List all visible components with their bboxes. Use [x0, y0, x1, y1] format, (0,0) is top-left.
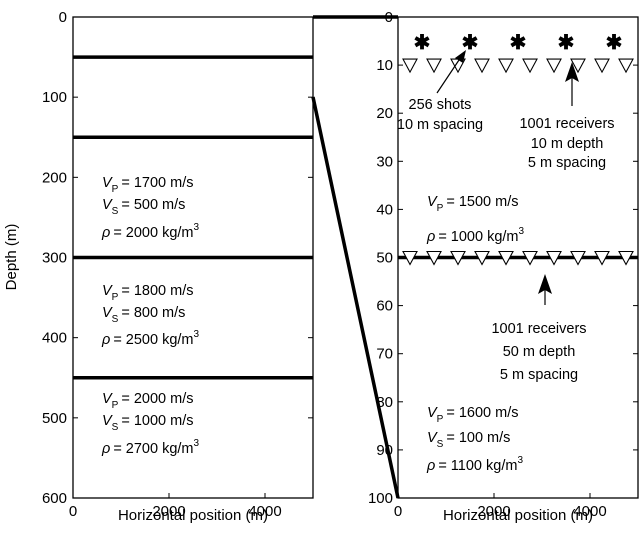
left-y-tick-label: 100	[42, 89, 67, 106]
shots-arrow-head	[455, 50, 466, 63]
deep-receivers-arrow-head	[538, 274, 552, 294]
left-y-ticks: 0 100 200 300 400 500 600	[42, 9, 313, 507]
right-y-tick-label: 40	[376, 201, 393, 218]
right-x-tick-label: 2000	[477, 503, 510, 520]
left-y-tick-label: 200	[42, 169, 67, 186]
right-y-tick-label: 20	[376, 105, 393, 122]
right-y-tick-label: 0	[385, 9, 393, 26]
right-x-tick-label: 4000	[573, 503, 606, 520]
deep-receivers-depth-text: 50 m depth	[503, 344, 576, 360]
right-panel: 0 10 20 30 40 50 60 70 80 90 100 0 2000 4000 ✱ ✱ ✱ ✱ ✱ H…	[368, 9, 639, 524]
shallow-receivers-spacing-text: 5 m spacing	[528, 155, 606, 171]
deep-receiver-marker	[498, 250, 514, 266]
left-y-axis-label: Depth (m)	[3, 224, 20, 291]
shot-marker: ✱	[510, 32, 527, 54]
shot-marker: ✱	[606, 32, 623, 54]
deep-receiver-marker	[618, 250, 634, 266]
shallow-receiver-marker	[426, 58, 442, 74]
right-x-axis-label: Horizontal position (m)	[443, 507, 593, 524]
left-y-tick-label: 300	[42, 250, 67, 267]
right-y-tick-label: 60	[376, 298, 393, 315]
deep-receiver-marker	[402, 250, 418, 266]
layer-2-vs: VS = 800 m/s	[102, 305, 185, 325]
seabed-vp: VP = 1600 m/s	[427, 405, 518, 425]
right-y-tick-label: 30	[376, 153, 393, 170]
shots-arrow-line	[436, 56, 462, 94]
layer-2-vp: VP = 1800 m/s	[102, 283, 193, 303]
right-y-ticks: 0 10 20 30 40 50 60 70 80 90 100	[368, 9, 638, 507]
left-x-axis-label: Horizontal position (m)	[118, 507, 268, 524]
shots-count-text: 256 shots	[409, 97, 472, 113]
shallow-receivers-annotation: 1001 receivers 10 m depth 5 m spacing	[519, 62, 615, 171]
right-y-tick-label: 50	[376, 250, 393, 267]
left-panel: 0 100 200 300 400 500 600 0 2000 4000 Horizontal…	[3, 9, 314, 524]
shot-marker: ✱	[462, 32, 479, 54]
shot-markers: ✱ ✱ ✱ ✱ ✱	[414, 32, 623, 54]
shallow-receiver-marker	[402, 58, 418, 74]
shallow-receiver-marker	[522, 58, 538, 74]
shallow-receiver-marker	[498, 58, 514, 74]
shots-annotation: 256 shots 10 m spacing	[397, 50, 483, 133]
right-y-tick-label: 70	[376, 346, 393, 363]
seabed-vs: VS = 100 m/s	[427, 430, 510, 450]
deep-receivers-spacing-text: 5 m spacing	[500, 367, 578, 383]
shot-marker: ✱	[414, 32, 431, 54]
deep-receiver-marker	[546, 250, 562, 266]
left-interfaces	[73, 55, 313, 380]
deep-receiver-marker	[522, 250, 538, 266]
water-vp: VP = 1500 m/s	[427, 194, 518, 214]
right-x-ticks: 0 2000 4000	[394, 493, 607, 520]
layer-1-vs: VS = 500 m/s	[102, 197, 185, 217]
layer-3-rho: ρ = 2700 kg/m3	[101, 438, 200, 457]
left-y-tick-label: 400	[42, 330, 67, 347]
receiver-markers	[402, 58, 634, 266]
deep-receiver-marker	[450, 250, 466, 266]
layer-1-rho: ρ = 2000 kg/m3	[101, 222, 200, 241]
shots-spacing-text: 10 m spacing	[397, 117, 483, 133]
right-y-tick-label: 80	[376, 394, 393, 411]
seabed-layer-properties: VP = 1600 m/s VS = 100 m/s ρ = 1100 kg/m3	[426, 405, 523, 474]
deep-receivers-annotation: 1001 receivers 50 m depth 5 m spacing	[491, 274, 587, 383]
shallow-receiver-marker	[594, 58, 610, 74]
shallow-receivers-arrow-head	[565, 62, 579, 82]
water-rho: ρ = 1000 kg/m3	[426, 226, 525, 245]
deep-receiver-marker	[570, 250, 586, 266]
layer-1-vp: VP = 1700 m/s	[102, 175, 193, 195]
shallow-receiver-marker	[570, 58, 586, 74]
right-y-tick-label: 90	[376, 442, 393, 459]
deep-receiver-marker	[474, 250, 490, 266]
left-x-tick-label: 0	[69, 503, 77, 520]
left-y-tick-label: 500	[42, 410, 67, 427]
zoom-connectors	[311, 15, 400, 499]
layer-3-properties: VP = 2000 m/s VS = 1000 m/s ρ = 2700 kg/m3	[101, 391, 200, 457]
left-y-tick-label: 0	[59, 9, 67, 26]
shallow-receivers-count-text: 1001 receivers	[519, 116, 614, 132]
shallow-receiver-marker	[618, 58, 634, 74]
layer-3-vs: VS = 1000 m/s	[102, 413, 193, 433]
deep-receiver-marker	[426, 250, 442, 266]
layer-3-vp: VP = 2000 m/s	[102, 391, 193, 411]
right-y-tick-label: 10	[376, 57, 393, 74]
layer-2-properties: VP = 1800 m/s VS = 800 m/s ρ = 2500 kg/m3	[101, 283, 200, 348]
seabed-rho: ρ = 1100 kg/m3	[426, 455, 523, 474]
water-layer-properties: VP = 1500 m/s ρ = 1000 kg/m3	[426, 194, 525, 245]
right-y-tick-label: 100	[368, 490, 393, 507]
left-x-tick-label: 4000	[248, 503, 281, 520]
shallow-receivers-depth-text: 10 m depth	[531, 136, 604, 152]
deep-receivers-count-text: 1001 receivers	[491, 321, 586, 337]
shallow-receiver-marker	[474, 58, 490, 74]
left-y-tick-label: 600	[42, 490, 67, 507]
shot-marker: ✱	[558, 32, 575, 54]
right-x-tick-label: 0	[394, 503, 402, 520]
left-x-ticks: 0 2000 4000	[69, 493, 282, 520]
deep-receiver-marker	[594, 250, 610, 266]
layer-1-properties: VP = 1700 m/s VS = 500 m/s ρ = 2000 kg/m3	[101, 175, 200, 241]
left-x-tick-label: 2000	[152, 503, 185, 520]
shallow-receiver-marker	[546, 58, 562, 74]
zoom-connector-bottom	[311, 96, 400, 499]
layer-2-rho: ρ = 2500 kg/m3	[101, 329, 200, 348]
